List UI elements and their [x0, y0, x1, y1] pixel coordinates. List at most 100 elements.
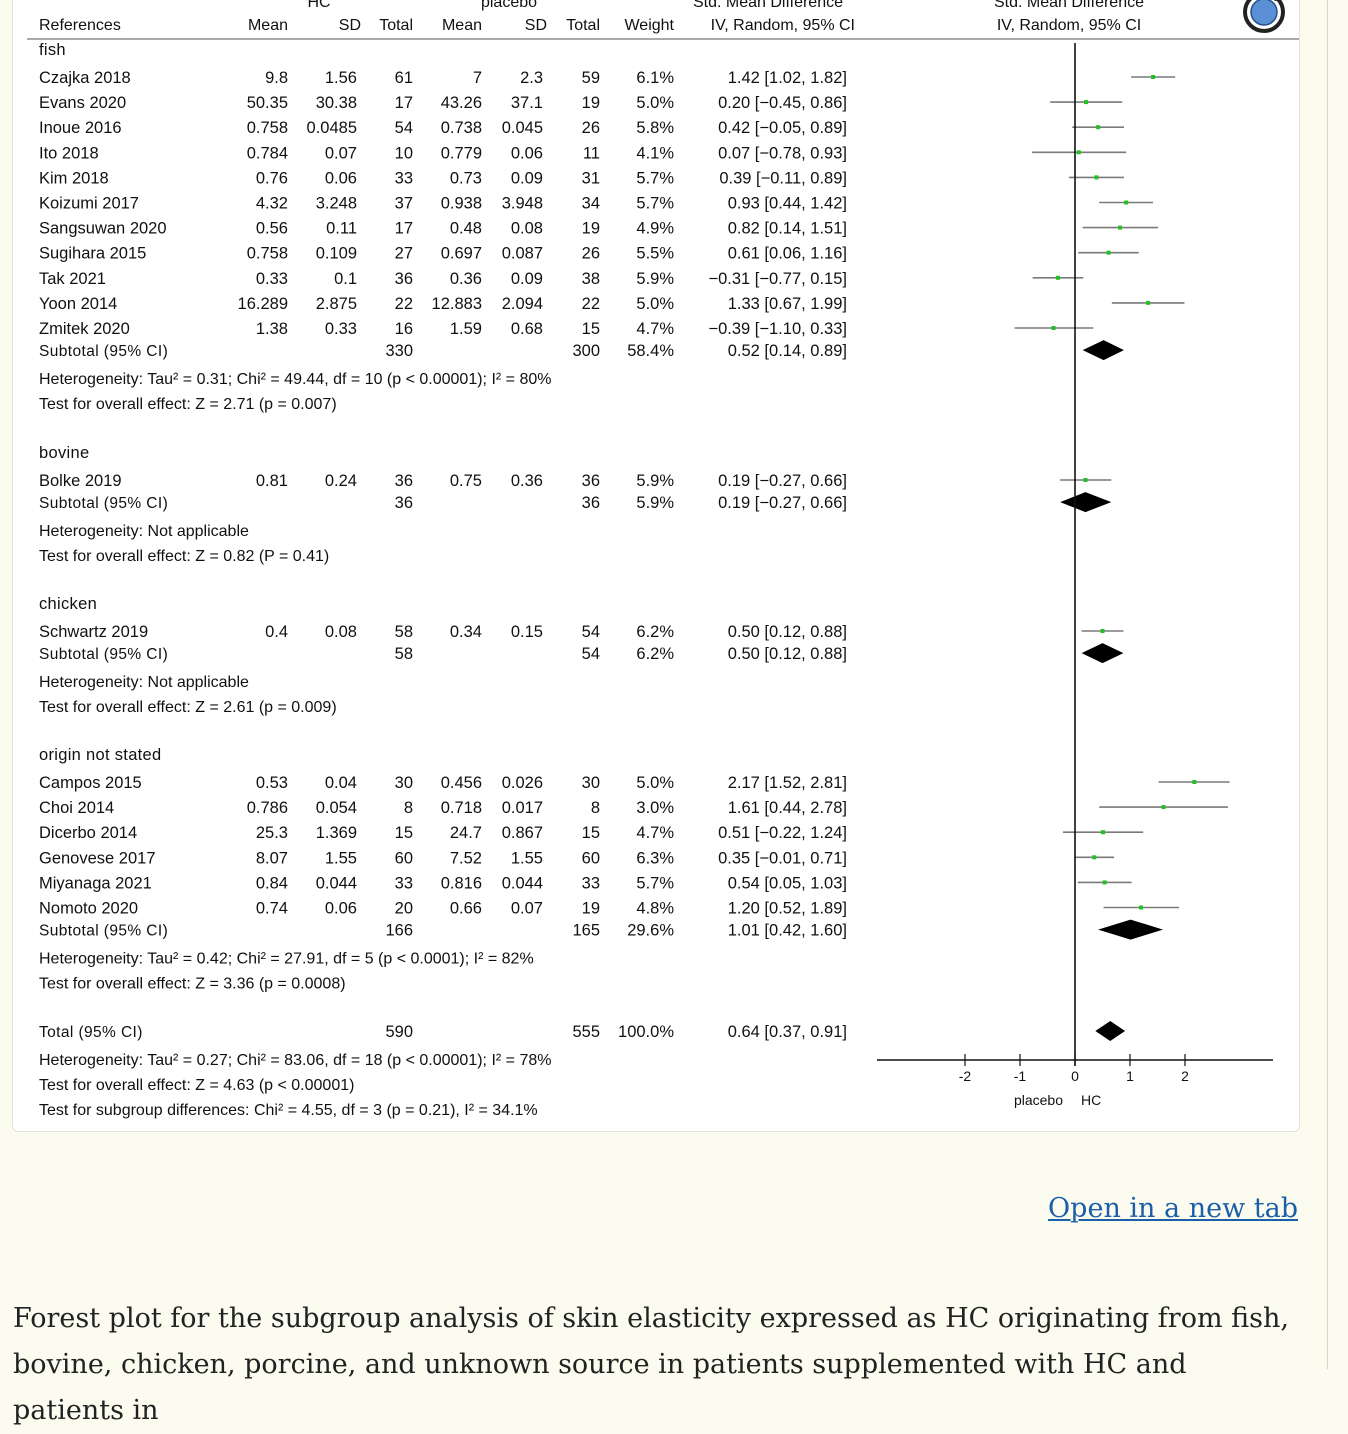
- weight-cell: 5.0%: [636, 94, 674, 112]
- subtotal-pl-total: 36: [582, 494, 600, 512]
- pl-total-cell: 26: [582, 119, 600, 137]
- hc-total-cell: 36: [395, 472, 413, 490]
- pl-mean-cell: 0.816: [441, 874, 482, 892]
- effect-ci-cell: 0.39 [−0.11, 0.89]: [719, 169, 847, 187]
- subtotal-effect-ci: 1.01 [0.42, 1.60]: [728, 922, 847, 940]
- header-effect-plot: Std. Mean Difference: [994, 0, 1144, 11]
- hc-sd-cell: 1.369: [316, 824, 357, 842]
- point-estimate: [1100, 629, 1105, 633]
- hc-total-cell: 60: [395, 849, 413, 867]
- hc-mean-cell: 25.3: [256, 824, 288, 842]
- weight-cell: 5.7%: [636, 195, 674, 213]
- subtotal-hc-total: 36: [395, 494, 413, 512]
- point-estimate: [1096, 125, 1101, 130]
- subtotal-weight: 58.4%: [627, 342, 674, 360]
- subtotal-label: Subtotal (95% CI): [39, 343, 168, 360]
- header-effect: Std. Mean Difference: [693, 0, 843, 11]
- total-effect-ci: 0.64 [0.37, 0.91]: [728, 1023, 847, 1041]
- point-estimate: [1124, 200, 1129, 205]
- point-estimate: [1051, 326, 1056, 330]
- hc-total-cell: 10: [395, 144, 413, 162]
- weight-cell: 4.8%: [636, 900, 674, 918]
- heterogeneity-note: Heterogeneity: Not applicable: [39, 674, 249, 691]
- subtotal-hc-total: 58: [395, 645, 413, 663]
- effect-ci-cell: −0.39 [−1.10, 0.33]: [708, 320, 847, 338]
- effect-ci-cell: 0.82 [0.14, 1.51]: [728, 220, 847, 238]
- point-estimate: [1083, 478, 1088, 482]
- page-divider: [1327, 0, 1328, 1369]
- magnifier-icon: [1243, 0, 1285, 33]
- point-estimate: [1076, 150, 1081, 155]
- effect-ci-cell: 0.54 [0.05, 1.03]: [728, 874, 847, 892]
- point-estimate: [1161, 805, 1166, 810]
- pl-total-cell: 8: [591, 799, 600, 817]
- favours-placebo-label: placebo: [1014, 1092, 1063, 1108]
- pl-mean-cell: 0.938: [441, 195, 482, 213]
- weight-cell: 5.5%: [636, 245, 674, 263]
- hc-total-cell: 27: [395, 245, 413, 263]
- subgroup-heading: chicken: [39, 595, 97, 613]
- hc-sd-cell: 0.109: [316, 245, 357, 263]
- hc-sd-cell: 1.55: [325, 849, 357, 867]
- weight-cell: 6.2%: [636, 623, 674, 641]
- subtotal-label: Subtotal (95% CI): [39, 495, 168, 512]
- overall-effect-note: Test for overall effect: Z = 0.82 (P = 0…: [39, 548, 329, 565]
- x-tick-label: -1: [1014, 1068, 1027, 1084]
- pl-total-cell: 38: [582, 270, 600, 288]
- hc-total-cell: 17: [395, 220, 413, 238]
- subtotal-effect-ci: 0.52 [0.14, 0.89]: [728, 342, 847, 360]
- subgroup-heading: bovine: [39, 444, 89, 462]
- favours-hc-label: HC: [1081, 1092, 1101, 1108]
- study-name: Dicerbo 2014: [39, 824, 137, 842]
- weight-cell: 5.7%: [636, 169, 674, 187]
- pl-mean-cell: 7.52: [450, 849, 482, 867]
- pl-sd-cell: 37.1: [511, 94, 543, 112]
- pl-sd-cell: 0.017: [502, 799, 543, 817]
- subtotal-label: Subtotal (95% CI): [39, 646, 168, 663]
- pl-sd-cell: 0.36: [511, 472, 543, 490]
- hc-sd-cell: 0.04: [325, 774, 357, 792]
- hc-total-cell: 33: [395, 874, 413, 892]
- hc-mean-cell: 0.56: [256, 220, 288, 238]
- pl-total-cell: 19: [582, 220, 600, 238]
- pl-total-cell: 31: [582, 169, 600, 187]
- effect-ci-cell: 2.17 [1.52, 2.81]: [728, 774, 847, 792]
- hc-mean-cell: 0.4: [265, 623, 288, 641]
- pl-sd-cell: 2.094: [502, 295, 543, 313]
- study-name: Genovese 2017: [39, 849, 156, 867]
- hc-total-cell: 16: [395, 320, 413, 338]
- study-name: Miyanaga 2021: [39, 874, 152, 892]
- overall-effect-note: Test for overall effect: Z = 2.71 (p = 0…: [39, 396, 337, 413]
- pl-total-cell: 34: [582, 195, 600, 213]
- pl-mean-cell: 0.718: [441, 799, 482, 817]
- effect-ci-cell: −0.31 [−0.77, 0.15]: [708, 270, 847, 288]
- study-name: Sangsuwan 2020: [39, 220, 167, 238]
- hc-sd-cell: 3.248: [316, 195, 357, 213]
- effect-ci-cell: 1.20 [0.52, 1.89]: [728, 900, 847, 918]
- open-in-new-tab-link[interactable]: Open in a new tab: [1048, 1193, 1298, 1224]
- total-label: Total (95% CI): [39, 1024, 143, 1041]
- hc-total-cell: 33: [395, 169, 413, 187]
- zoom-button[interactable]: [1240, 0, 1292, 38]
- total-overall-effect: Test for overall effect: Z = 4.63 (p < 0…: [39, 1077, 354, 1094]
- figure-caption: Forest plot for the subgroup analysis of…: [13, 1303, 1289, 1426]
- hc-mean-cell: 8.07: [256, 849, 288, 867]
- header-references: References: [39, 17, 121, 34]
- effect-ci-cell: 0.35 [−0.01, 0.71]: [718, 849, 847, 867]
- study-name: Evans 2020: [39, 94, 126, 112]
- point-estimate: [1139, 905, 1143, 910]
- subtotal-weight: 29.6%: [627, 922, 674, 940]
- hc-mean-cell: 0.76: [256, 169, 288, 187]
- header-hc: HC: [307, 0, 330, 11]
- pl-total-cell: 59: [582, 69, 600, 87]
- hc-total-cell: 36: [395, 270, 413, 288]
- subtotal-label: Subtotal (95% CI): [39, 923, 168, 940]
- hc-total-cell: 20: [395, 900, 413, 918]
- pl-mean-cell: 0.456: [441, 774, 482, 792]
- pooled-diamond: [1060, 492, 1112, 513]
- pl-sd-cell: 0.044: [502, 874, 543, 892]
- header-pl-mean: Mean: [442, 17, 482, 34]
- heterogeneity-note: Heterogeneity: Not applicable: [39, 523, 249, 540]
- subtotal-pl-total: 300: [572, 342, 600, 360]
- study-name: Ito 2018: [39, 144, 99, 162]
